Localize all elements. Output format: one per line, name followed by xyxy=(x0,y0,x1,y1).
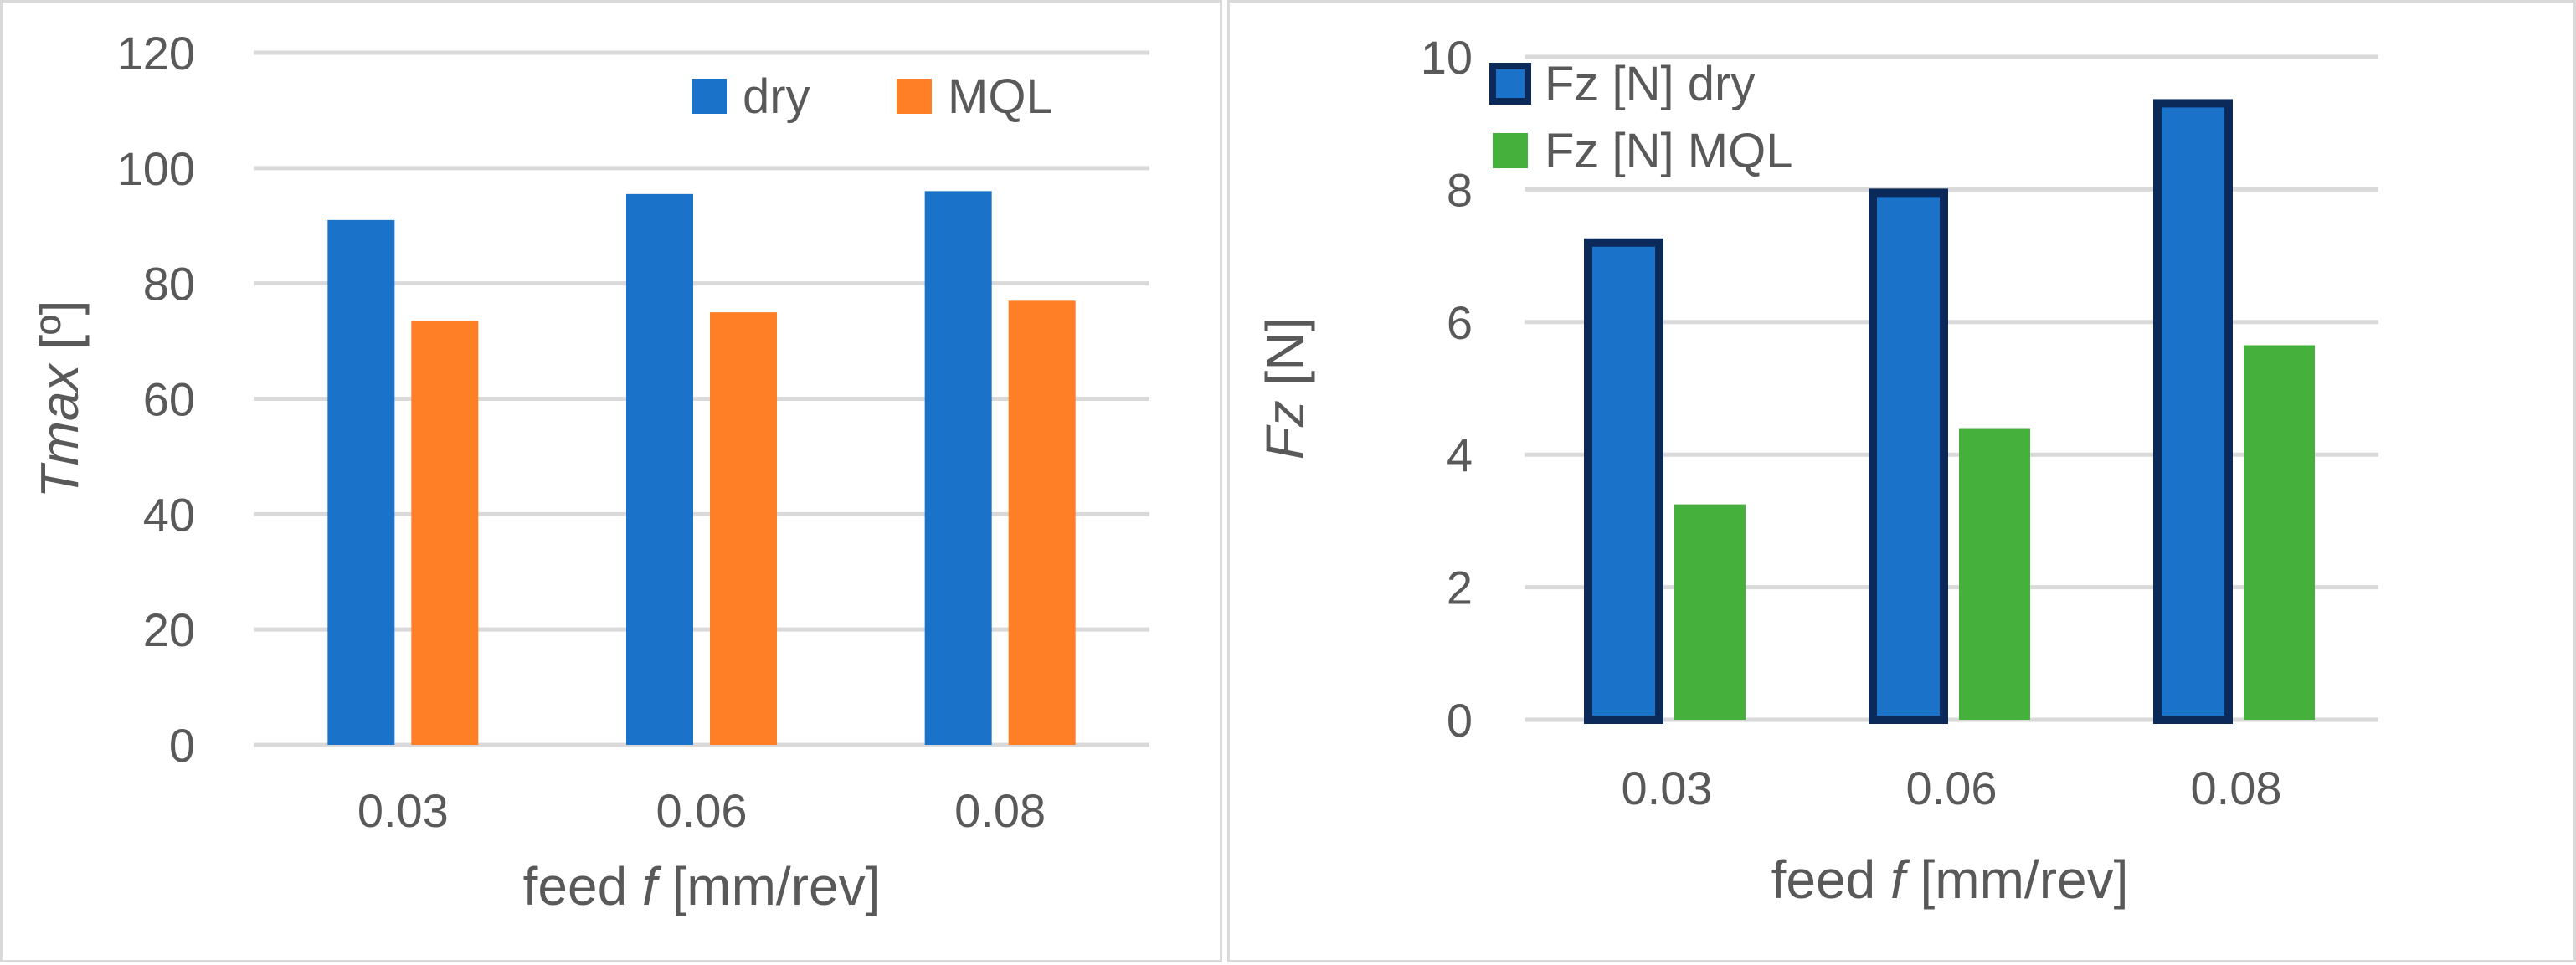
tmax-x-axis-title: feed f [mm/rev] xyxy=(523,856,881,916)
fz-legend-label-dry: Fz [N] dry xyxy=(1545,57,1755,111)
fz-y-axis-title: Fz [N] xyxy=(1255,317,1315,460)
tmax-bar-dry xyxy=(924,191,992,745)
fz-y-tick-label: 10 xyxy=(1421,31,1473,84)
tmax-y-tick-label: 120 xyxy=(117,27,195,80)
fz-x-axis-title: feed f [mm/rev] xyxy=(1771,850,2129,910)
fz-bar-dry xyxy=(2153,99,2233,724)
tmax-bar-dry xyxy=(327,219,395,745)
tmax-legend-swatch-mql xyxy=(897,79,932,114)
tmax-bar-mql xyxy=(1008,300,1076,745)
tmax-bar-mql xyxy=(710,312,777,745)
tmax-y-tick-label: 20 xyxy=(143,603,195,656)
tmax-y-axis-title: Tmax [º] xyxy=(29,300,90,499)
tmax-y-tick-label: 0 xyxy=(169,719,195,772)
tmax-x-category-label: 0.03 xyxy=(357,784,449,837)
tmax-y-tick-label: 60 xyxy=(143,373,195,426)
fz-bar-mql xyxy=(2244,345,2315,720)
chart-panel-fz: 0 2 4 6 8 10 0.03 0.06 0.08 feed f [mm/rev] Fz [N]… xyxy=(1227,0,2576,962)
tmax-y-tick-label: 100 xyxy=(117,142,195,195)
tmax-y-axis-unit: [º] xyxy=(29,300,90,365)
tmax-legend-swatch-dry xyxy=(692,79,727,114)
fz-y-tick-label: 2 xyxy=(1447,562,1473,614)
tmax-x-axis-suffix: [mm/rev] xyxy=(657,856,881,916)
fz-bar-mql xyxy=(1674,504,1746,720)
tmax-chart: 0 20 40 60 80 100 120 0.03 0.06 0.08 feed f [mm/re… xyxy=(29,27,1149,916)
fz-x-category-label: 0.08 xyxy=(2191,762,2282,814)
fz-x-category-label: 0.06 xyxy=(1906,762,1998,814)
chart-panel-tmax: 0 20 40 60 80 100 120 0.03 0.06 0.08 feed f [mm/re… xyxy=(0,0,1222,962)
fz-y-tick-label: 0 xyxy=(1447,694,1473,747)
tmax-x-axis-prefix: feed xyxy=(523,856,642,916)
tmax-bar-dry xyxy=(626,193,693,746)
fz-legend-label-mql: Fz [N] MQL xyxy=(1545,124,1792,178)
tmax-bar-mql xyxy=(411,321,479,745)
fz-x-axis-suffix: [mm/rev] xyxy=(1905,850,2129,910)
fz-y-tick-label: 8 xyxy=(1447,163,1473,216)
fz-chart: 0 2 4 6 8 10 0.03 0.06 0.08 feed f [mm/rev] Fz [N]… xyxy=(1255,31,2378,910)
fz-bar-dry xyxy=(1584,238,1663,724)
fz-y-tick-label: 6 xyxy=(1447,296,1473,349)
fz-bar-mql xyxy=(1959,428,2030,720)
fz-y-axis-symbol: Fz xyxy=(1255,400,1315,459)
tmax-legend-label-mql: MQL xyxy=(948,69,1053,124)
fz-y-axis-unit: [N] xyxy=(1255,317,1315,401)
tmax-legend-label-dry: dry xyxy=(743,69,810,124)
fz-legend-swatch-dry xyxy=(1489,63,1531,105)
fz-x-category-label: 0.03 xyxy=(1622,762,1713,814)
fz-bar-dry xyxy=(1869,188,1948,725)
tmax-y-tick-label: 80 xyxy=(143,258,195,311)
tmax-x-category-label: 0.06 xyxy=(656,784,748,837)
tmax-y-tick-label: 40 xyxy=(143,488,195,541)
tmax-x-category-label: 0.08 xyxy=(954,784,1046,837)
fz-x-axis-prefix: feed xyxy=(1771,850,1890,910)
fz-y-tick-label: 4 xyxy=(1447,429,1473,481)
fz-legend-swatch-mql xyxy=(1493,133,1528,168)
tmax-y-axis-symbol: Tmax xyxy=(29,362,90,498)
